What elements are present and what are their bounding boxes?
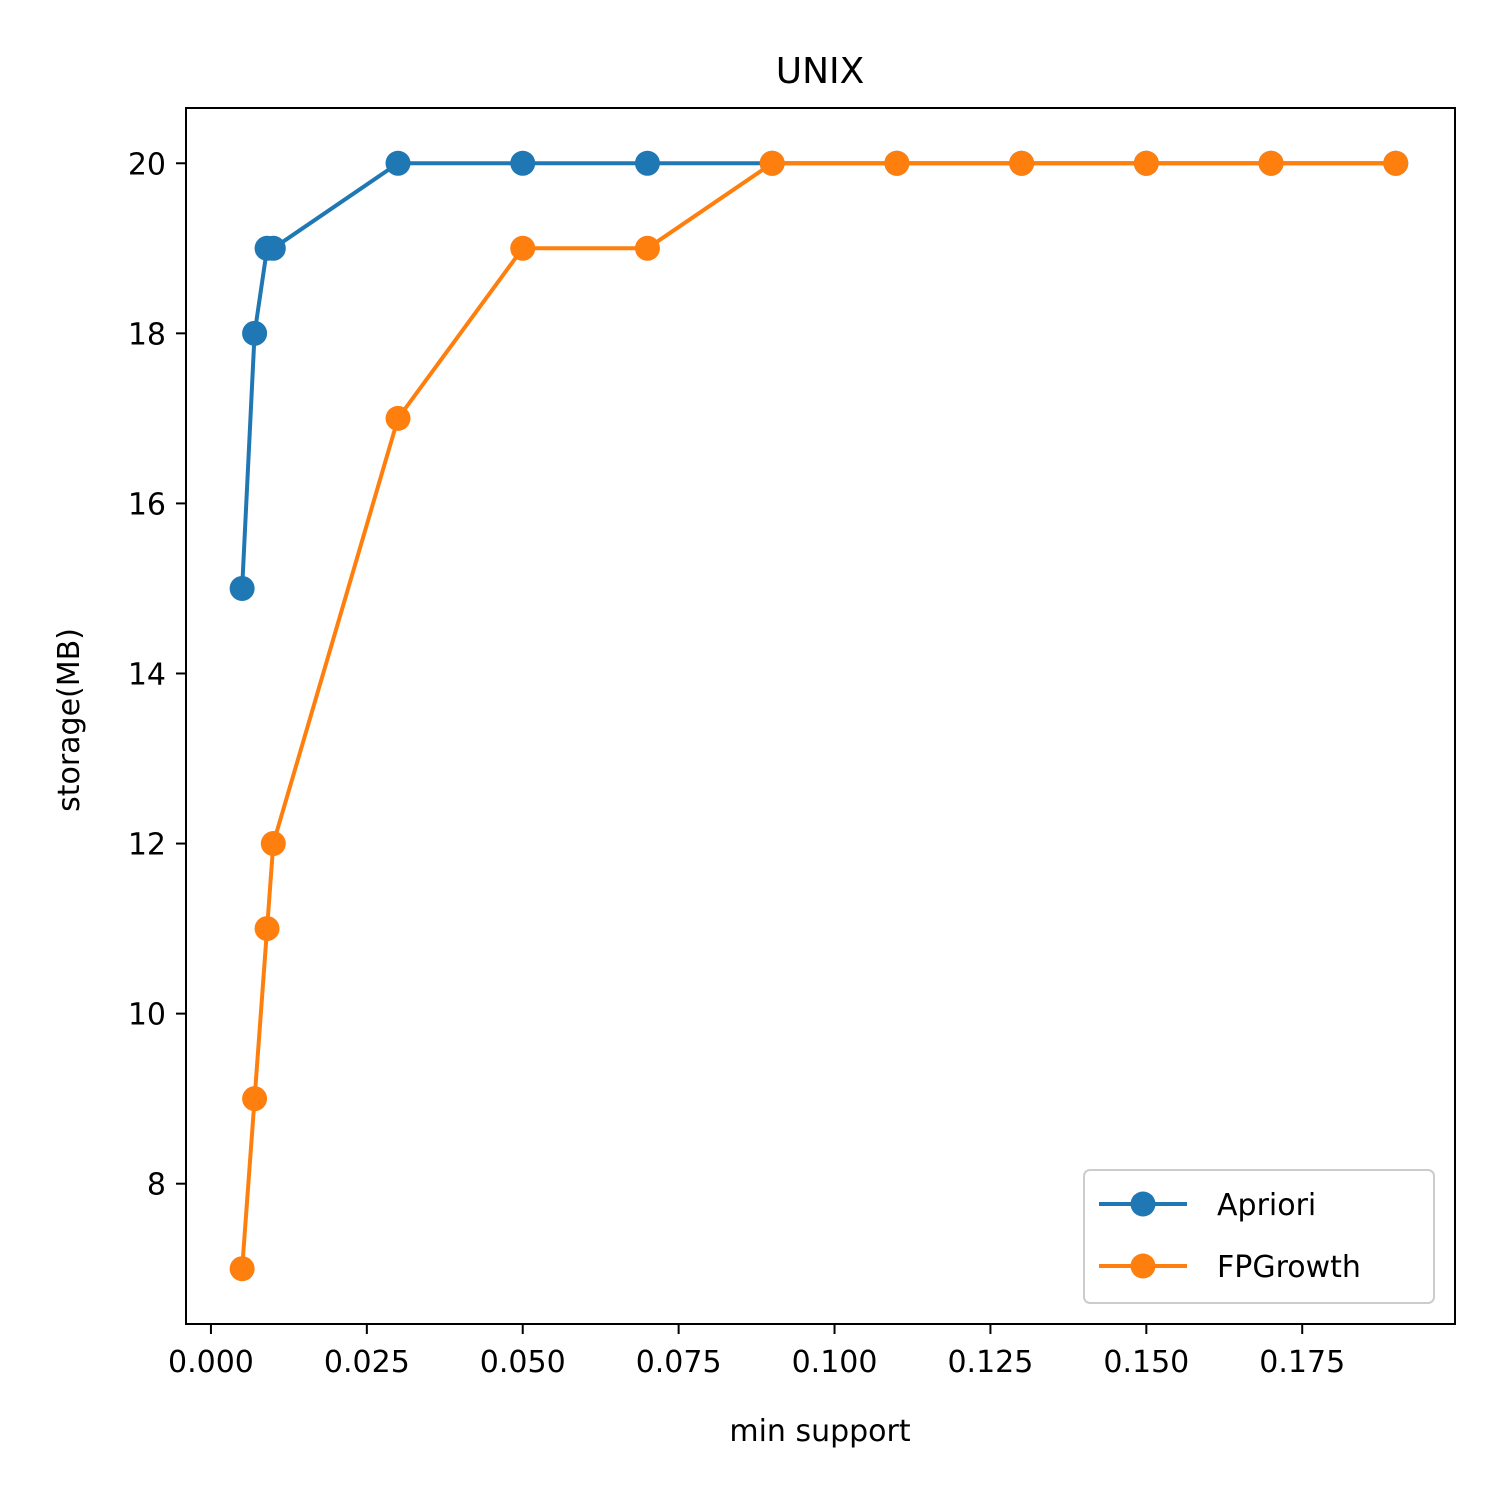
x-tick-label: 0.075 (636, 1345, 722, 1380)
data-point (242, 320, 268, 346)
legend-marker (1130, 1191, 1156, 1217)
data-point (1133, 150, 1159, 176)
legend-item-fpgrowth: FPGrowth (1099, 1250, 1361, 1285)
legend-item-apriori: Apriori (1099, 1188, 1316, 1223)
x-tick-label: 0.125 (947, 1345, 1033, 1380)
data-point (260, 235, 286, 261)
data-point (510, 150, 536, 176)
data-point (254, 916, 280, 942)
y-tick-label: 18 (128, 317, 166, 352)
data-point (385, 150, 411, 176)
data-point (385, 405, 411, 431)
data-point (260, 831, 286, 857)
y-tick-label: 8 (147, 1168, 166, 1203)
data-point (634, 235, 660, 261)
legend-label: FPGrowth (1217, 1250, 1361, 1285)
data-point (1009, 150, 1035, 176)
data-point (759, 150, 785, 176)
x-tick-label: 0.050 (480, 1345, 566, 1380)
y-tick-label: 16 (128, 487, 166, 522)
y-axis-label: storage(MB) (52, 628, 87, 812)
data-point (634, 150, 660, 176)
x-tick-label: 0.025 (324, 1345, 410, 1380)
x-tick-label: 0.150 (1103, 1345, 1189, 1380)
plot-frame (185, 107, 1456, 1325)
data-point (229, 1256, 255, 1282)
data-point (1258, 150, 1284, 176)
data-point (1383, 150, 1409, 176)
chart-title: UNIX (776, 51, 865, 92)
legend: Apriori FPGrowth (1083, 1169, 1435, 1304)
x-axis-label: min support (729, 1414, 911, 1449)
data-point (229, 575, 255, 601)
y-tick-label: 14 (128, 657, 166, 692)
x-axis: 0.000 0.025 0.050 0.075 0.100 0.125 0.150 0.175 (168, 1324, 1345, 1380)
legend-label: Apriori (1217, 1188, 1316, 1223)
data-point (510, 235, 536, 261)
y-tick-label: 10 (128, 998, 166, 1033)
y-axis: 8 10 12 14 16 18 20 (128, 147, 186, 1203)
y-tick-label: 20 (128, 147, 166, 182)
x-tick-label: 0.175 (1259, 1345, 1345, 1380)
x-tick-label: 0.100 (792, 1345, 878, 1380)
series-fpgrowth (229, 150, 1409, 1282)
x-tick-label: 0.000 (168, 1345, 254, 1380)
series-layer (229, 150, 1409, 1282)
y-tick-label: 12 (128, 828, 166, 863)
legend-marker (1130, 1253, 1156, 1279)
data-point (242, 1086, 268, 1112)
data-point (884, 150, 910, 176)
